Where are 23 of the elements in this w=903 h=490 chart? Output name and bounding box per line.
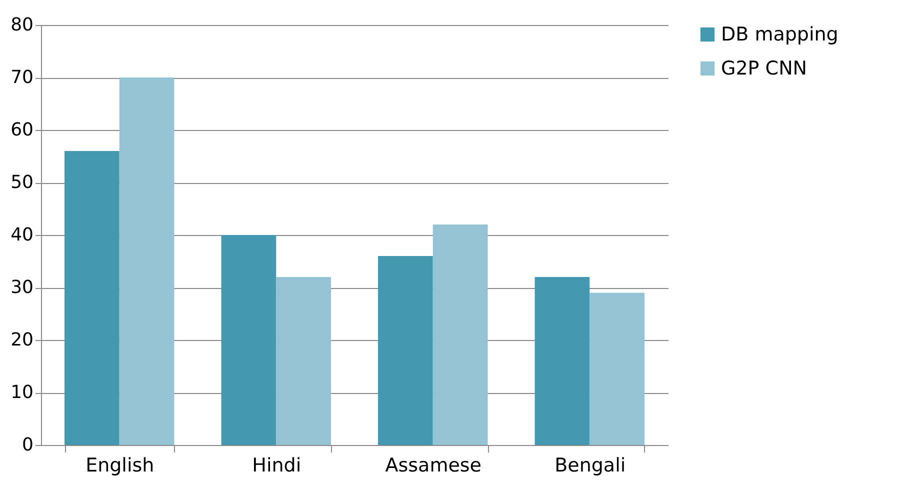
y-tick-label: 80 (10, 14, 34, 36)
x-tick-label: Bengali (554, 454, 626, 476)
x-tick-label: Hindi (252, 454, 302, 476)
y-tick-label: 30 (10, 277, 34, 298)
x-tick-label: Assamese (385, 454, 482, 476)
bar (590, 292, 644, 445)
bar (119, 78, 174, 445)
y-tick-label: 10 (10, 382, 34, 403)
legend-label: G2P CNN (721, 58, 808, 80)
x-tick-label: English (86, 454, 154, 476)
bar (534, 277, 590, 445)
bar (221, 235, 276, 445)
bar (276, 277, 331, 445)
y-tick-label: 40 (10, 224, 34, 246)
bar (64, 151, 120, 445)
y-tick-label: 60 (10, 120, 34, 140)
y-tick-label: 20 (10, 330, 34, 350)
y-tick-label: 50 (10, 172, 34, 193)
y-tick-label: 0 (22, 434, 34, 456)
y-tick-label: 70 (10, 67, 34, 88)
bar (378, 256, 433, 445)
bar (432, 224, 488, 445)
legend-label: DB mapping (721, 24, 838, 46)
